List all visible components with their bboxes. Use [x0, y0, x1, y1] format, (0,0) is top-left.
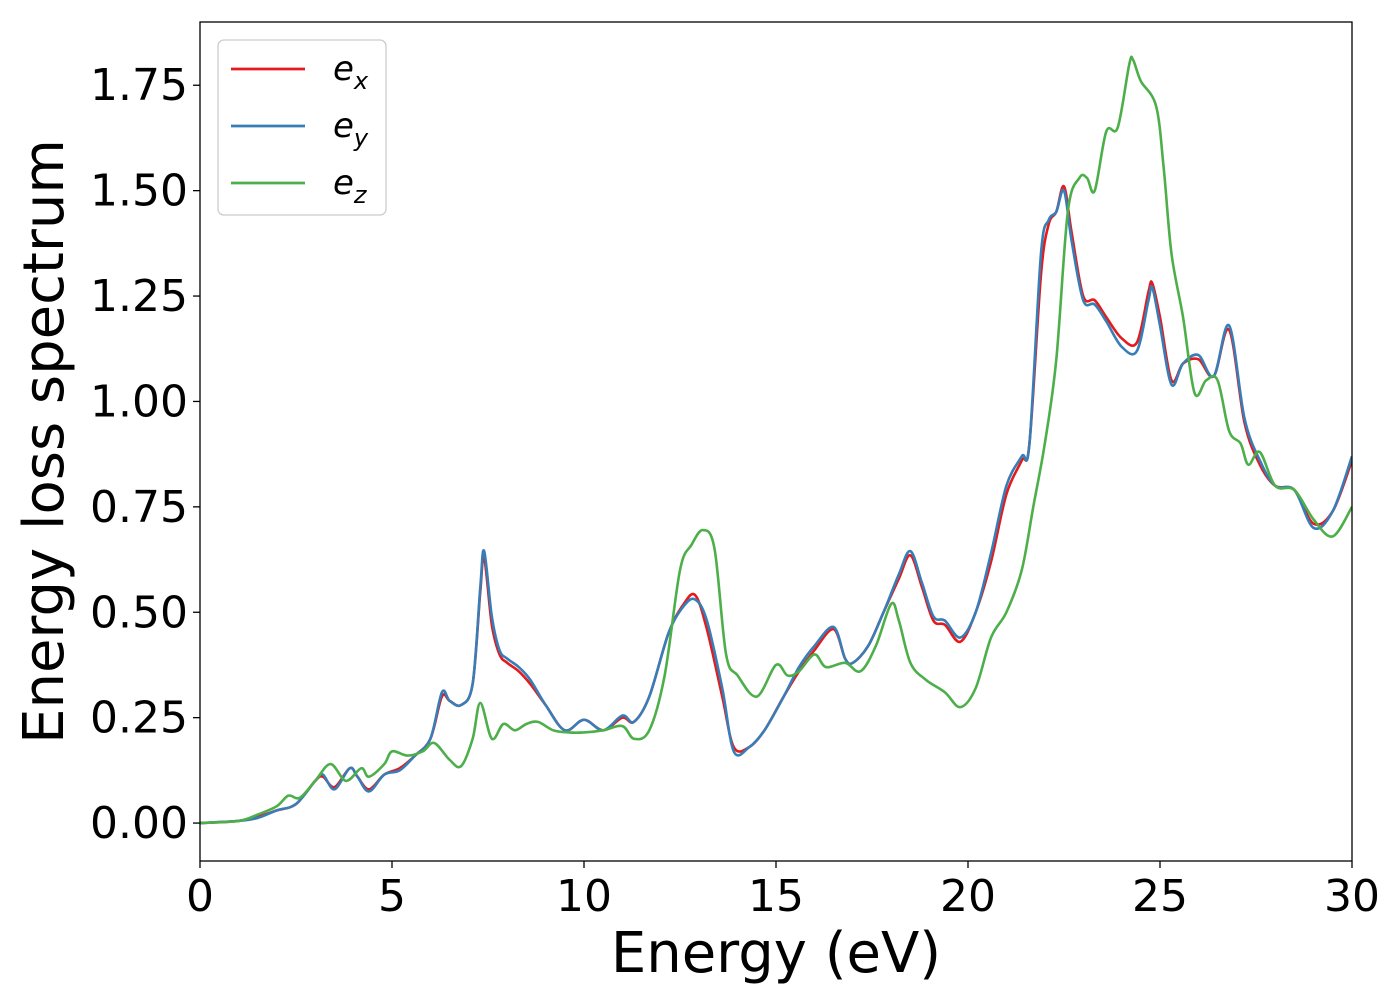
legend-subscript: y [353, 124, 369, 152]
plot-area [200, 55, 1352, 825]
y-tick-label: 1.75 [90, 60, 188, 111]
y-tick-label: 0.75 [90, 482, 188, 533]
x-tick-label: 5 [378, 871, 406, 922]
y-tick-label: 0.25 [90, 693, 188, 744]
x-axis-label: Energy (eV) [611, 921, 941, 986]
legend-box [217, 39, 387, 216]
x-tick-label: 10 [556, 871, 612, 922]
series-line-ex [200, 184, 1352, 825]
y-tick-label: 1.00 [90, 376, 188, 427]
y-axis-label: Energy loss spectrum [12, 139, 77, 744]
axes: 0 5 10 15 20 25 30 0.00 0.25 0.50 0.75 1.00 1.25 1.50… [90, 21, 1380, 922]
y-tick-label: 1.25 [90, 271, 188, 322]
x-tick-label: 0 [186, 871, 214, 922]
legend-subscript: x [353, 67, 369, 95]
x-tick-label: 15 [748, 871, 804, 922]
x-tick-label: 20 [940, 871, 996, 922]
y-tick-label: 0.00 [90, 798, 188, 849]
x-tick-label: 30 [1324, 871, 1380, 922]
x-tick-label: 25 [1132, 871, 1188, 922]
legend-subscript: z [353, 181, 368, 209]
y-tick-label: 1.50 [90, 166, 188, 217]
series-line-ey [200, 188, 1352, 825]
legend-label-ex: ex [333, 49, 369, 95]
legend-label-ey: ey [333, 106, 369, 152]
series-line-ez [200, 55, 1352, 825]
y-tick-label: 0.50 [90, 587, 188, 638]
